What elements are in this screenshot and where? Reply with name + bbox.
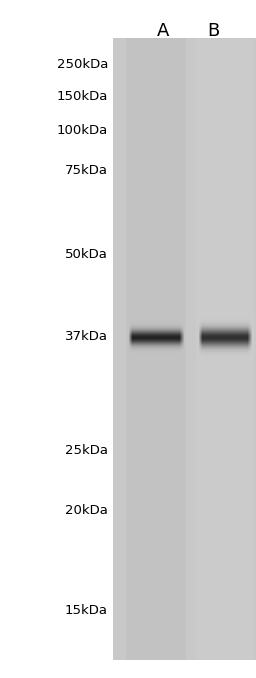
Text: 15kDa: 15kDa <box>65 603 108 616</box>
Text: 50kDa: 50kDa <box>65 249 108 262</box>
Text: 37kDa: 37kDa <box>65 330 108 344</box>
Bar <box>113 38 256 660</box>
Bar <box>196 38 254 660</box>
Text: 20kDa: 20kDa <box>65 504 108 517</box>
Text: A: A <box>157 22 169 40</box>
Text: 250kDa: 250kDa <box>57 58 108 71</box>
Text: 75kDa: 75kDa <box>65 163 108 176</box>
Text: 150kDa: 150kDa <box>57 90 108 104</box>
Text: 100kDa: 100kDa <box>57 123 108 136</box>
Text: B: B <box>207 22 219 40</box>
Bar <box>126 38 186 660</box>
Text: 25kDa: 25kDa <box>65 443 108 456</box>
